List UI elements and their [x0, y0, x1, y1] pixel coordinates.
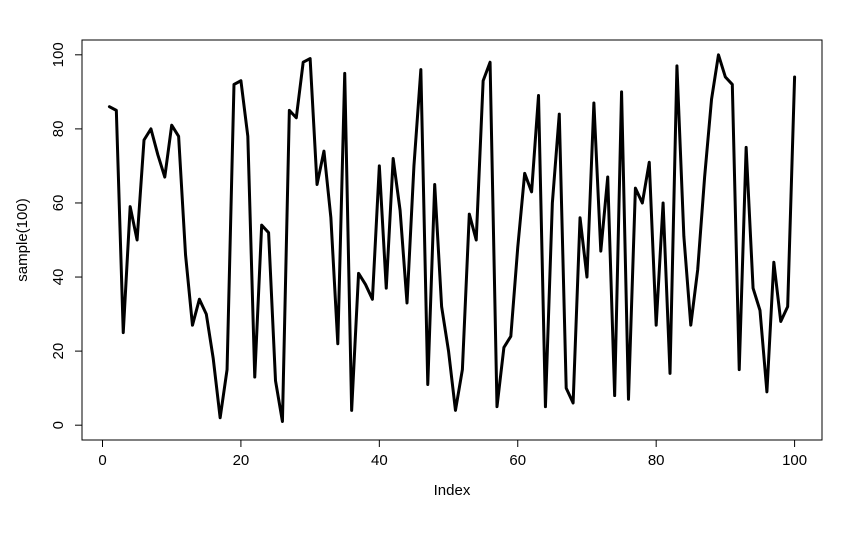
y-tick-label: 60 — [50, 195, 67, 212]
y-tick-label: 40 — [50, 269, 67, 286]
line-chart: 0 20 40 60 80 100 0 20 40 60 80 100 Index sample(100) — [0, 0, 865, 540]
y-tick-label: 100 — [50, 42, 67, 67]
x-tick-label: 80 — [648, 452, 665, 469]
y-tick-label: 20 — [50, 343, 67, 360]
x-tick-label: 40 — [371, 452, 388, 469]
x-tick-label: 60 — [509, 452, 526, 469]
x-tick-label: 20 — [233, 452, 250, 469]
x-tick-label: 100 — [782, 452, 807, 469]
x-axis-label: Index — [434, 482, 471, 499]
y-axis-label: sample(100) — [14, 198, 31, 281]
y-tick-label: 0 — [50, 421, 67, 429]
y-tick-label: 80 — [50, 121, 67, 138]
chart-svg: 0 20 40 60 80 100 0 20 40 60 80 100 Index sample(100) — [0, 0, 865, 540]
x-tick-label: 0 — [98, 452, 106, 469]
